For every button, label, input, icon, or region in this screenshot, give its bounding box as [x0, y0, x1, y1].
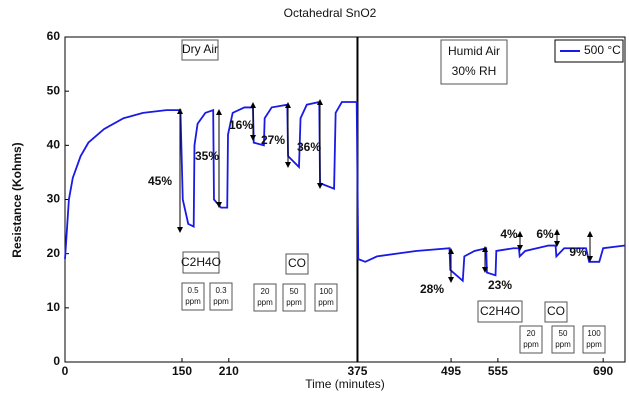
- conc-label: 0.5: [187, 286, 199, 295]
- data-line: [64, 100, 626, 283]
- y-tick-label: 50: [47, 83, 61, 97]
- y-tick-label: 40: [47, 138, 61, 152]
- conc-label: 0.3: [215, 286, 227, 295]
- conc-box: [519, 325, 543, 354]
- conc-label: ppm: [586, 340, 602, 349]
- annotation: 4%: [500, 227, 518, 241]
- x-tick-label: 555: [488, 364, 508, 378]
- y-tick-label: 20: [47, 246, 61, 260]
- conc-box: [253, 283, 277, 312]
- annotation-box: [440, 39, 508, 85]
- conc-label: ppm: [523, 340, 539, 349]
- conc-label: ppm: [286, 298, 302, 307]
- y-tick-label: 60: [47, 29, 61, 43]
- y-tick-label: 0: [53, 354, 60, 368]
- x-axis-label: Time (minutes): [305, 377, 385, 391]
- annotation: C2H4O: [480, 304, 520, 318]
- annotation: 30% RH: [452, 64, 497, 78]
- annotation: 27%: [261, 133, 285, 147]
- annotation-box: [181, 39, 219, 61]
- x-tick-label: 150: [172, 364, 192, 378]
- annotation-box: [477, 300, 523, 323]
- conc-box: [582, 325, 606, 354]
- legend-box: [554, 39, 624, 63]
- x-tick-label: 690: [593, 364, 613, 378]
- annotation: 23%: [488, 278, 512, 292]
- annotation: 9%: [569, 245, 587, 259]
- plot-frame: [64, 36, 626, 363]
- annotation: 6%: [536, 227, 554, 241]
- annotation: 28%: [420, 282, 444, 296]
- annotation: 45%: [148, 174, 172, 188]
- annotation: Humid Air: [448, 44, 500, 58]
- y-axis-label: Resistance (Kohms): [10, 142, 24, 257]
- annotation-box: [285, 253, 309, 275]
- annotation: 16%: [229, 118, 253, 132]
- x-tick-label: 375: [347, 364, 367, 378]
- x-tick-label: 210: [219, 364, 239, 378]
- conc-label: ppm: [213, 297, 229, 306]
- annotation: 36%: [297, 140, 321, 154]
- conc-label: 50: [290, 287, 299, 296]
- conc-box: [181, 282, 205, 311]
- conc-label: 50: [559, 329, 568, 338]
- conc-box: [209, 282, 233, 311]
- legend-label: 500 °C: [584, 43, 621, 57]
- y-tick-label: 10: [47, 300, 61, 314]
- conc-label: 20: [261, 287, 270, 296]
- conc-label: ppm: [185, 297, 201, 306]
- conc-label: ppm: [318, 298, 334, 307]
- annotation: C2H4O: [181, 255, 221, 269]
- conc-label: 100: [587, 329, 601, 338]
- annotation-box: [182, 251, 220, 274]
- annotation: CO: [547, 304, 565, 318]
- annotation: Dry Air: [182, 42, 218, 56]
- annotation-box: [544, 301, 568, 323]
- conc-box: [551, 325, 575, 354]
- conc-box: [314, 283, 338, 312]
- annotation: CO: [288, 256, 306, 270]
- chart-title: Octahedral SnO2: [284, 6, 377, 20]
- x-tick-label: 495: [441, 364, 461, 378]
- conc-label: 100: [319, 287, 333, 296]
- conc-label: ppm: [555, 340, 571, 349]
- x-tick-label: 0: [62, 364, 69, 378]
- conc-box: [282, 283, 306, 312]
- y-tick-label: 30: [47, 192, 61, 206]
- conc-label: ppm: [257, 298, 273, 307]
- conc-label: 20: [527, 329, 536, 338]
- annotation: 35%: [195, 149, 219, 163]
